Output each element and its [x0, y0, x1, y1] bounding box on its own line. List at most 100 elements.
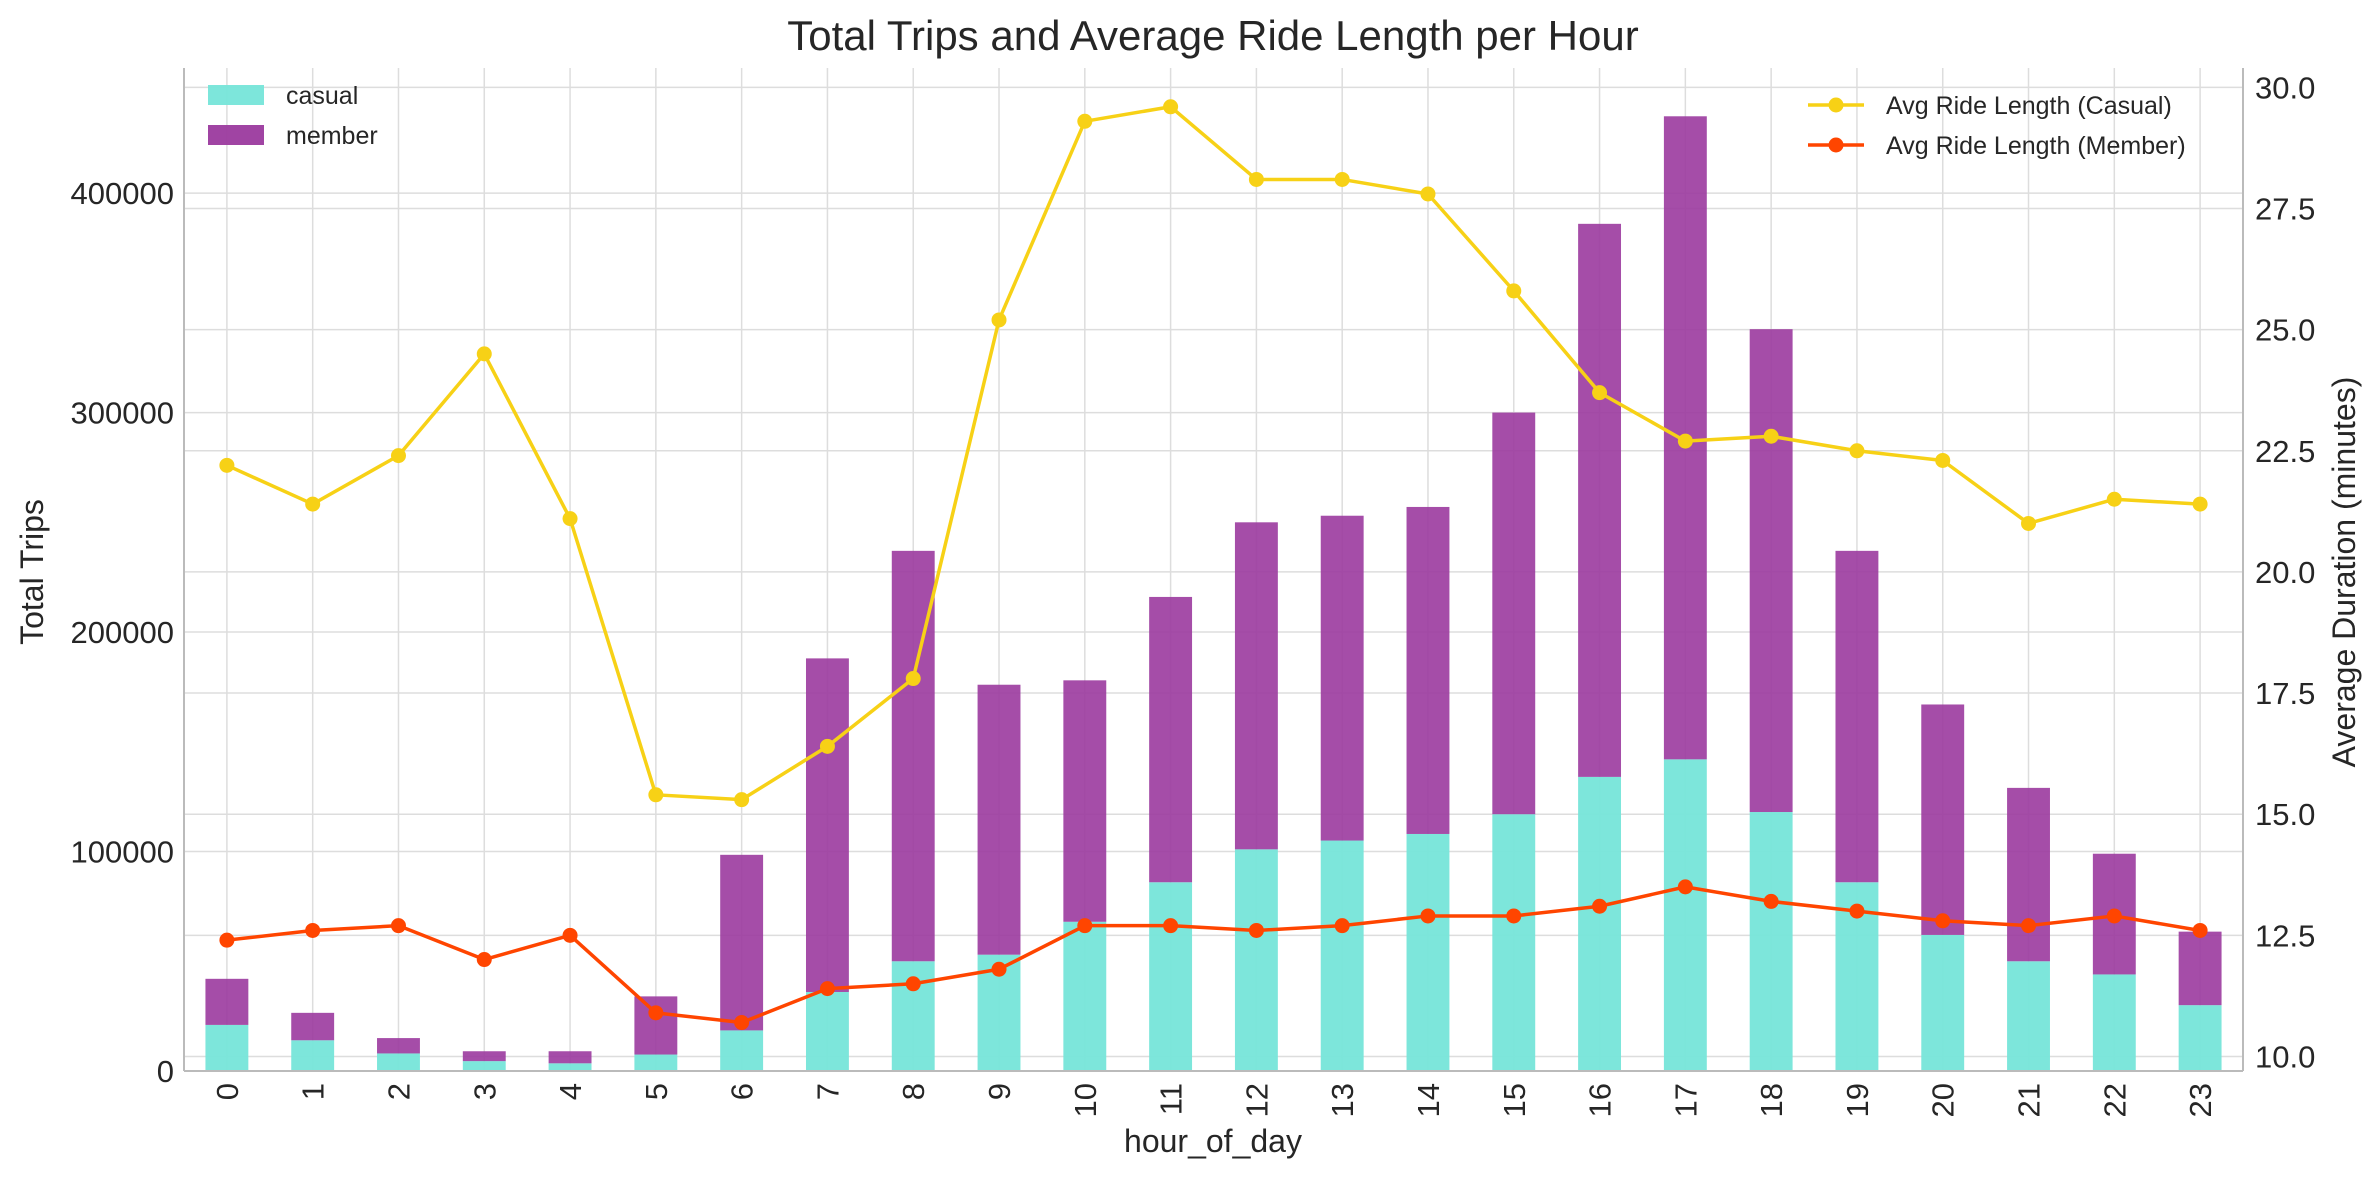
- x-tick-label: 22: [2097, 1083, 2132, 1117]
- y-tick-label: 200000: [71, 615, 174, 650]
- bar-member: [1234, 522, 1278, 850]
- point-casual: [2106, 491, 2122, 507]
- point-member: [305, 922, 321, 938]
- bar-member: [1320, 515, 1364, 841]
- bar-member: [377, 1038, 420, 1054]
- bar-casual: [1234, 849, 1278, 1071]
- bar-member: [291, 1012, 335, 1041]
- legend-marker-casual: [1828, 97, 1844, 113]
- point-casual: [2021, 515, 2037, 531]
- point-member: [2192, 922, 2208, 938]
- bar-casual: [291, 1040, 335, 1071]
- bars: [205, 116, 2222, 1071]
- legend-label-member: Avg Ride Length (Member): [1886, 132, 2186, 160]
- point-member: [734, 1015, 750, 1031]
- x-tick-label: 3: [467, 1083, 502, 1100]
- x-tick-label: 18: [1754, 1083, 1789, 1117]
- y2-axis-label: Average Duration (minutes): [2326, 377, 2362, 768]
- x-tick-label: 2: [381, 1083, 416, 1100]
- legend-swatch-casual: [208, 85, 264, 105]
- bar-member: [1835, 550, 1879, 883]
- point-member: [1935, 913, 1951, 929]
- bar-casual: [377, 1053, 420, 1071]
- x-tick-label: 23: [2183, 1083, 2218, 1117]
- bar-member: [1406, 506, 1450, 834]
- point-member: [1077, 918, 1093, 934]
- y2-tick-label: 27.5: [2255, 192, 2315, 227]
- bar-member: [634, 996, 678, 1055]
- x-tick-label: 16: [1583, 1083, 1618, 1117]
- y-tick-label: 100000: [71, 835, 174, 870]
- bar-member: [2178, 931, 2222, 1006]
- bar-member: [462, 1051, 506, 1062]
- y2-tick-label: 15.0: [2255, 797, 2315, 832]
- x-tick-label: 5: [639, 1083, 674, 1100]
- point-member: [2106, 908, 2122, 924]
- axes: 0 100000 200000 300000 400000 10.0 12.5 15.0 17.…: [71, 68, 2315, 1117]
- x-tick-label: 12: [1239, 1083, 1274, 1117]
- y2-tick-label: 20.0: [2255, 555, 2315, 590]
- x-tick-label: 17: [1668, 1083, 1703, 1117]
- bar-member: [1149, 596, 1193, 883]
- point-casual: [219, 457, 235, 473]
- point-member: [1420, 908, 1436, 924]
- point-member: [1763, 893, 1779, 909]
- x-tick-label: 20: [1926, 1083, 1961, 1117]
- point-casual: [562, 511, 578, 527]
- y2-tick-label: 12.5: [2255, 918, 2315, 953]
- point-member: [819, 981, 835, 997]
- point-member: [1334, 918, 1350, 934]
- bar-casual: [205, 1024, 249, 1071]
- legend-label-casual: casual: [286, 82, 358, 110]
- point-member: [648, 1005, 664, 1021]
- bar-member: [205, 978, 249, 1025]
- bar-casual: [1320, 840, 1364, 1071]
- y2-tick-label: 17.5: [2255, 676, 2315, 711]
- bar-casual: [1663, 759, 1707, 1071]
- point-member: [1248, 922, 1264, 938]
- point-casual: [1935, 452, 1951, 468]
- point-casual: [905, 671, 921, 687]
- bar-member: [805, 658, 849, 992]
- x-tick-label: 21: [2012, 1083, 2047, 1117]
- bar-casual: [1149, 882, 1193, 1071]
- point-member: [1163, 918, 1179, 934]
- bar-member: [977, 684, 1021, 955]
- point-member: [1677, 879, 1693, 895]
- point-member: [905, 976, 921, 992]
- point-member: [2021, 918, 2037, 934]
- point-casual: [390, 448, 406, 464]
- bar-casual: [805, 991, 849, 1071]
- legend-swatch-member: [208, 125, 264, 145]
- y2-tick-label: 30.0: [2255, 70, 2315, 105]
- point-casual: [476, 346, 492, 362]
- x-tick-label: 1: [296, 1083, 331, 1100]
- x-axis-label: hour_of_day: [1124, 1123, 1302, 1159]
- point-casual: [1077, 113, 1093, 129]
- x-tick-label: 15: [1497, 1083, 1532, 1117]
- point-casual: [819, 738, 835, 754]
- point-member: [476, 952, 492, 968]
- bar-member: [1063, 680, 1107, 922]
- bar-member: [1492, 412, 1536, 815]
- point-casual: [1849, 443, 1865, 459]
- point-casual: [1163, 99, 1179, 115]
- bar-casual: [1406, 833, 1450, 1071]
- point-casual: [1763, 428, 1779, 444]
- bar-casual: [2092, 974, 2136, 1071]
- legend-lines: Avg Ride Length (Casual) Avg Ride Length …: [1808, 92, 2186, 160]
- point-member: [991, 961, 1007, 977]
- point-member: [562, 927, 578, 943]
- point-casual: [734, 792, 750, 808]
- bar-member: [1578, 223, 1622, 777]
- y2-tick-label: 10.0: [2255, 1039, 2315, 1074]
- bar-casual: [1492, 814, 1536, 1071]
- legend-marker-member: [1828, 137, 1844, 153]
- bar-member: [720, 854, 764, 1031]
- bar-casual: [1749, 812, 1793, 1071]
- point-member: [390, 918, 406, 934]
- bar-casual: [1578, 776, 1622, 1071]
- legend-label-member: member: [286, 122, 378, 150]
- y-tick-label: 400000: [71, 176, 174, 211]
- point-member: [1592, 898, 1608, 914]
